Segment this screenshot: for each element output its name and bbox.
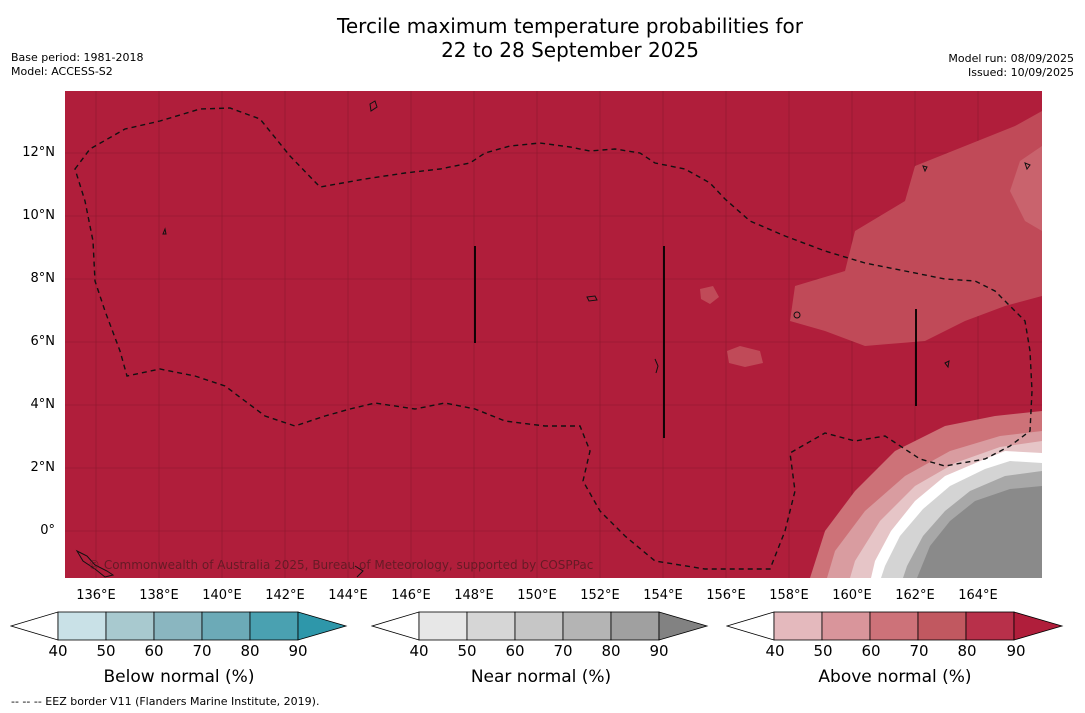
above-normal-70-patch-2 bbox=[700, 286, 719, 304]
cbar-segment bbox=[466, 611, 516, 641]
cbar-tick: 40 bbox=[48, 642, 68, 660]
cbar-left-extension bbox=[371, 611, 420, 641]
cbar-segment bbox=[105, 611, 155, 641]
cbar-tick: 50 bbox=[96, 642, 116, 660]
cbar-tick: 80 bbox=[957, 642, 977, 660]
meta-right: Model run: 08/09/2025 Issued: 10/09/2025 bbox=[948, 52, 1074, 80]
cbar-segment bbox=[153, 611, 203, 641]
above-normal-70-region bbox=[1010, 146, 1042, 231]
probability-map bbox=[65, 91, 1042, 578]
cbar-tick: 90 bbox=[1006, 642, 1026, 660]
lon-tick: 152°E bbox=[580, 588, 620, 603]
lat-tick: 10°N bbox=[22, 208, 55, 223]
model-text: Model: ACCESS-S2 bbox=[11, 65, 113, 78]
cbar-right-extension bbox=[1013, 611, 1064, 641]
cbar-tick: 40 bbox=[409, 642, 429, 660]
lat-tick: 4°N bbox=[30, 397, 56, 412]
cbar-tick: 90 bbox=[649, 642, 669, 660]
cbar-segment bbox=[201, 611, 251, 641]
cbar-tick: 60 bbox=[861, 642, 881, 660]
lat-tick: 2°N bbox=[30, 460, 56, 475]
cbar-tick: 80 bbox=[601, 642, 621, 660]
eez-footnote: -- -- -- EEZ border V11 (Flanders Marine… bbox=[11, 695, 320, 708]
title-line-1: Tercile maximum temperature probabilitie… bbox=[337, 14, 803, 38]
colorbar-above-normal bbox=[726, 610, 1066, 642]
lon-tick: 154°E bbox=[643, 588, 683, 603]
lon-tick: 164°E bbox=[958, 588, 998, 603]
cbar-segment bbox=[514, 611, 564, 641]
lon-tick: 160°E bbox=[832, 588, 872, 603]
lon-tick: 142°E bbox=[265, 588, 305, 603]
colorbar-near-label: Near normal (%) bbox=[470, 667, 612, 687]
cbar-tick: 40 bbox=[765, 642, 785, 660]
cbar-tick: 90 bbox=[288, 642, 308, 660]
boundary-segments bbox=[474, 246, 917, 438]
lat-tick: 12°N bbox=[22, 145, 55, 160]
colorbar-above-swatches bbox=[726, 611, 1064, 641]
cbar-segment bbox=[821, 611, 871, 641]
cbar-tick: 70 bbox=[553, 642, 573, 660]
lat-tick: 6°N bbox=[30, 334, 56, 349]
cbar-left-extension bbox=[726, 611, 775, 641]
lon-tick: 148°E bbox=[454, 588, 494, 603]
above-normal-80-region bbox=[790, 111, 1042, 346]
map-title: Tercile maximum temperature probabilitie… bbox=[0, 14, 1085, 62]
above-normal-70-patch-1 bbox=[727, 346, 763, 367]
cbar-segment bbox=[965, 611, 1015, 641]
colorbar-below-swatches bbox=[10, 611, 348, 641]
near-normal-high bbox=[917, 486, 1042, 578]
lon-tick: 138°E bbox=[139, 588, 179, 603]
cbar-segment bbox=[869, 611, 919, 641]
cbar-right-extension bbox=[658, 611, 709, 641]
cbar-right-extension bbox=[297, 611, 348, 641]
lon-tick: 150°E bbox=[517, 588, 557, 603]
cbar-tick: 70 bbox=[909, 642, 929, 660]
cbar-tick: 60 bbox=[144, 642, 164, 660]
lat-tick: 8°N bbox=[30, 271, 56, 286]
cbar-tick: 60 bbox=[505, 642, 525, 660]
cbar-segment bbox=[249, 611, 299, 641]
colorbar-near-swatches bbox=[371, 611, 709, 641]
cbar-segment bbox=[610, 611, 660, 641]
base-period-text: Base period: 1981-2018 bbox=[11, 51, 144, 64]
cbar-tick: 50 bbox=[457, 642, 477, 660]
cbar-segment bbox=[57, 611, 107, 641]
lat-tick: 0° bbox=[40, 523, 55, 538]
cbar-segment bbox=[562, 611, 612, 641]
model-run-text: Model run: 08/09/2025 bbox=[948, 52, 1074, 65]
issued-text: Issued: 10/09/2025 bbox=[967, 66, 1074, 79]
map-canvas bbox=[65, 91, 1042, 578]
lon-tick: 162°E bbox=[895, 588, 935, 603]
lon-tick: 158°E bbox=[769, 588, 809, 603]
meta-left: Base period: 1981-2018 Model: ACCESS-S2 bbox=[11, 51, 143, 79]
lon-tick: 136°E bbox=[76, 588, 116, 603]
cbar-tick: 50 bbox=[813, 642, 833, 660]
copyright-text: © Commonwealth of Australia 2025, Bureau… bbox=[88, 558, 594, 572]
lon-tick: 144°E bbox=[328, 588, 368, 603]
lon-tick: 146°E bbox=[391, 588, 431, 603]
lon-tick: 140°E bbox=[202, 588, 242, 603]
colorbar-below-label: Below normal (%) bbox=[103, 667, 255, 687]
colorbar-below-normal bbox=[10, 610, 350, 642]
title-line-2: 22 to 28 September 2025 bbox=[441, 38, 699, 62]
cbar-left-extension bbox=[10, 611, 59, 641]
cbar-tick: 80 bbox=[240, 642, 260, 660]
eez-borders bbox=[74, 107, 1033, 570]
cbar-segment bbox=[773, 611, 823, 641]
cbar-tick: 70 bbox=[192, 642, 212, 660]
lon-tick: 156°E bbox=[706, 588, 746, 603]
cbar-segment bbox=[917, 611, 967, 641]
colorbar-near-normal bbox=[371, 610, 711, 642]
colorbar-above-label: Above normal (%) bbox=[818, 667, 972, 687]
islands bbox=[75, 100, 1031, 578]
cbar-segment bbox=[418, 611, 468, 641]
